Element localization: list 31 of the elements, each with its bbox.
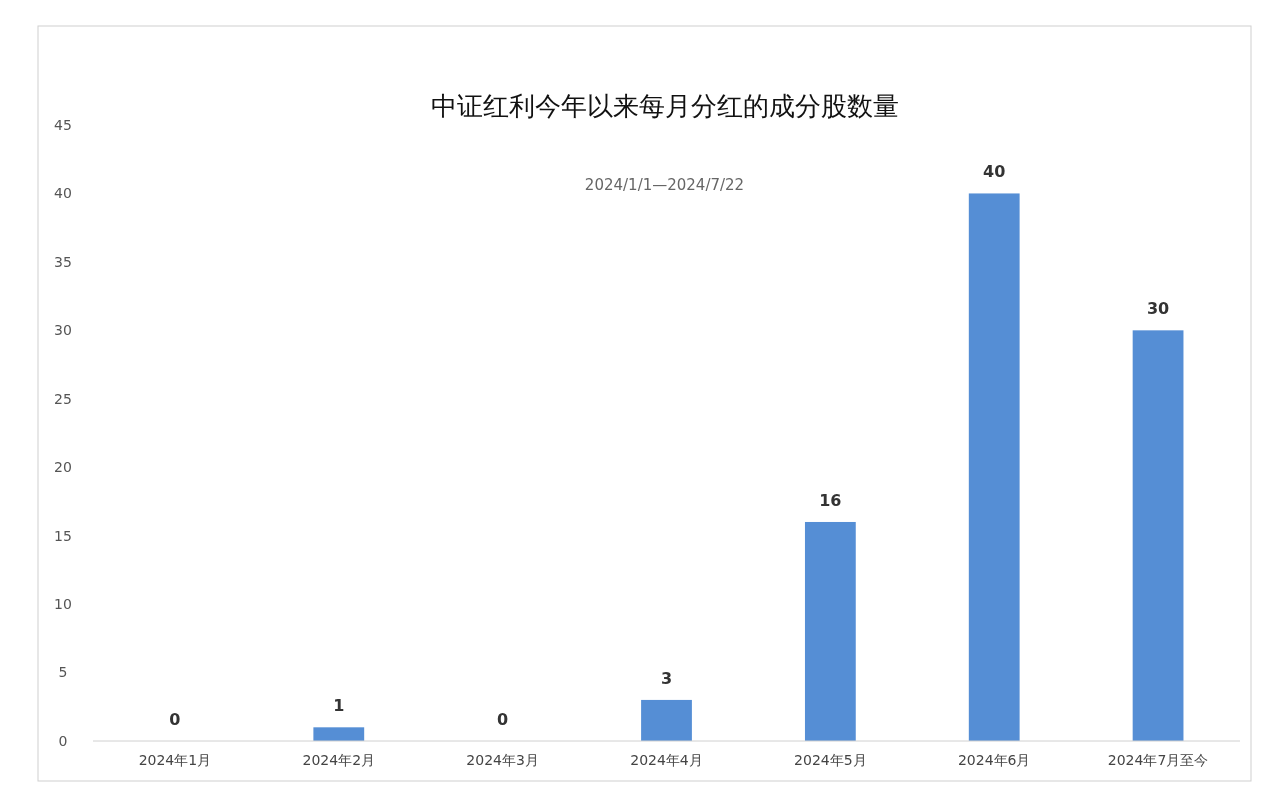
y-tick-label: 40 [54,185,72,202]
x-tick-label: 2024年7月至今 [1107,752,1209,768]
y-tick-label: 20 [54,459,72,476]
x-tick-label: 2024年4月 [630,752,703,768]
y-tick-label: 25 [54,390,72,407]
data-label: 16 [819,490,842,510]
y-tick-label: 35 [54,253,72,270]
data-label: 0 [169,710,181,729]
y-tick-label: 45 [54,116,72,133]
y-tick-label: 10 [54,596,72,613]
x-tick-label: 2024年5月 [794,752,867,768]
x-tick-label: 2024年3月 [466,752,539,768]
data-label: 40 [983,162,1006,182]
chart-title: 中证红利今年以来每月分红的成分股数量 [430,91,899,121]
data-label: 3 [660,668,673,688]
bar [641,699,692,741]
data-label: 1 [333,696,345,716]
data-label: 30 [1146,299,1170,319]
y-tick-label: 15 [54,527,72,544]
bar [1132,330,1184,741]
x-tick-label: 2024年6月 [957,752,1031,768]
annotation: 2024/1/1—2024/7/22 [584,176,745,194]
data-label: 0 [497,710,509,729]
bar [313,727,365,741]
y-tick-label: 0 [58,732,68,749]
bar [804,521,856,741]
x-tick-label: 2024年2月 [302,752,376,768]
y-tick-label: 5 [58,664,68,681]
y-tick-label: 30 [54,322,72,339]
x-tick-label: 2024年1月 [138,752,212,768]
bar [968,193,1020,741]
